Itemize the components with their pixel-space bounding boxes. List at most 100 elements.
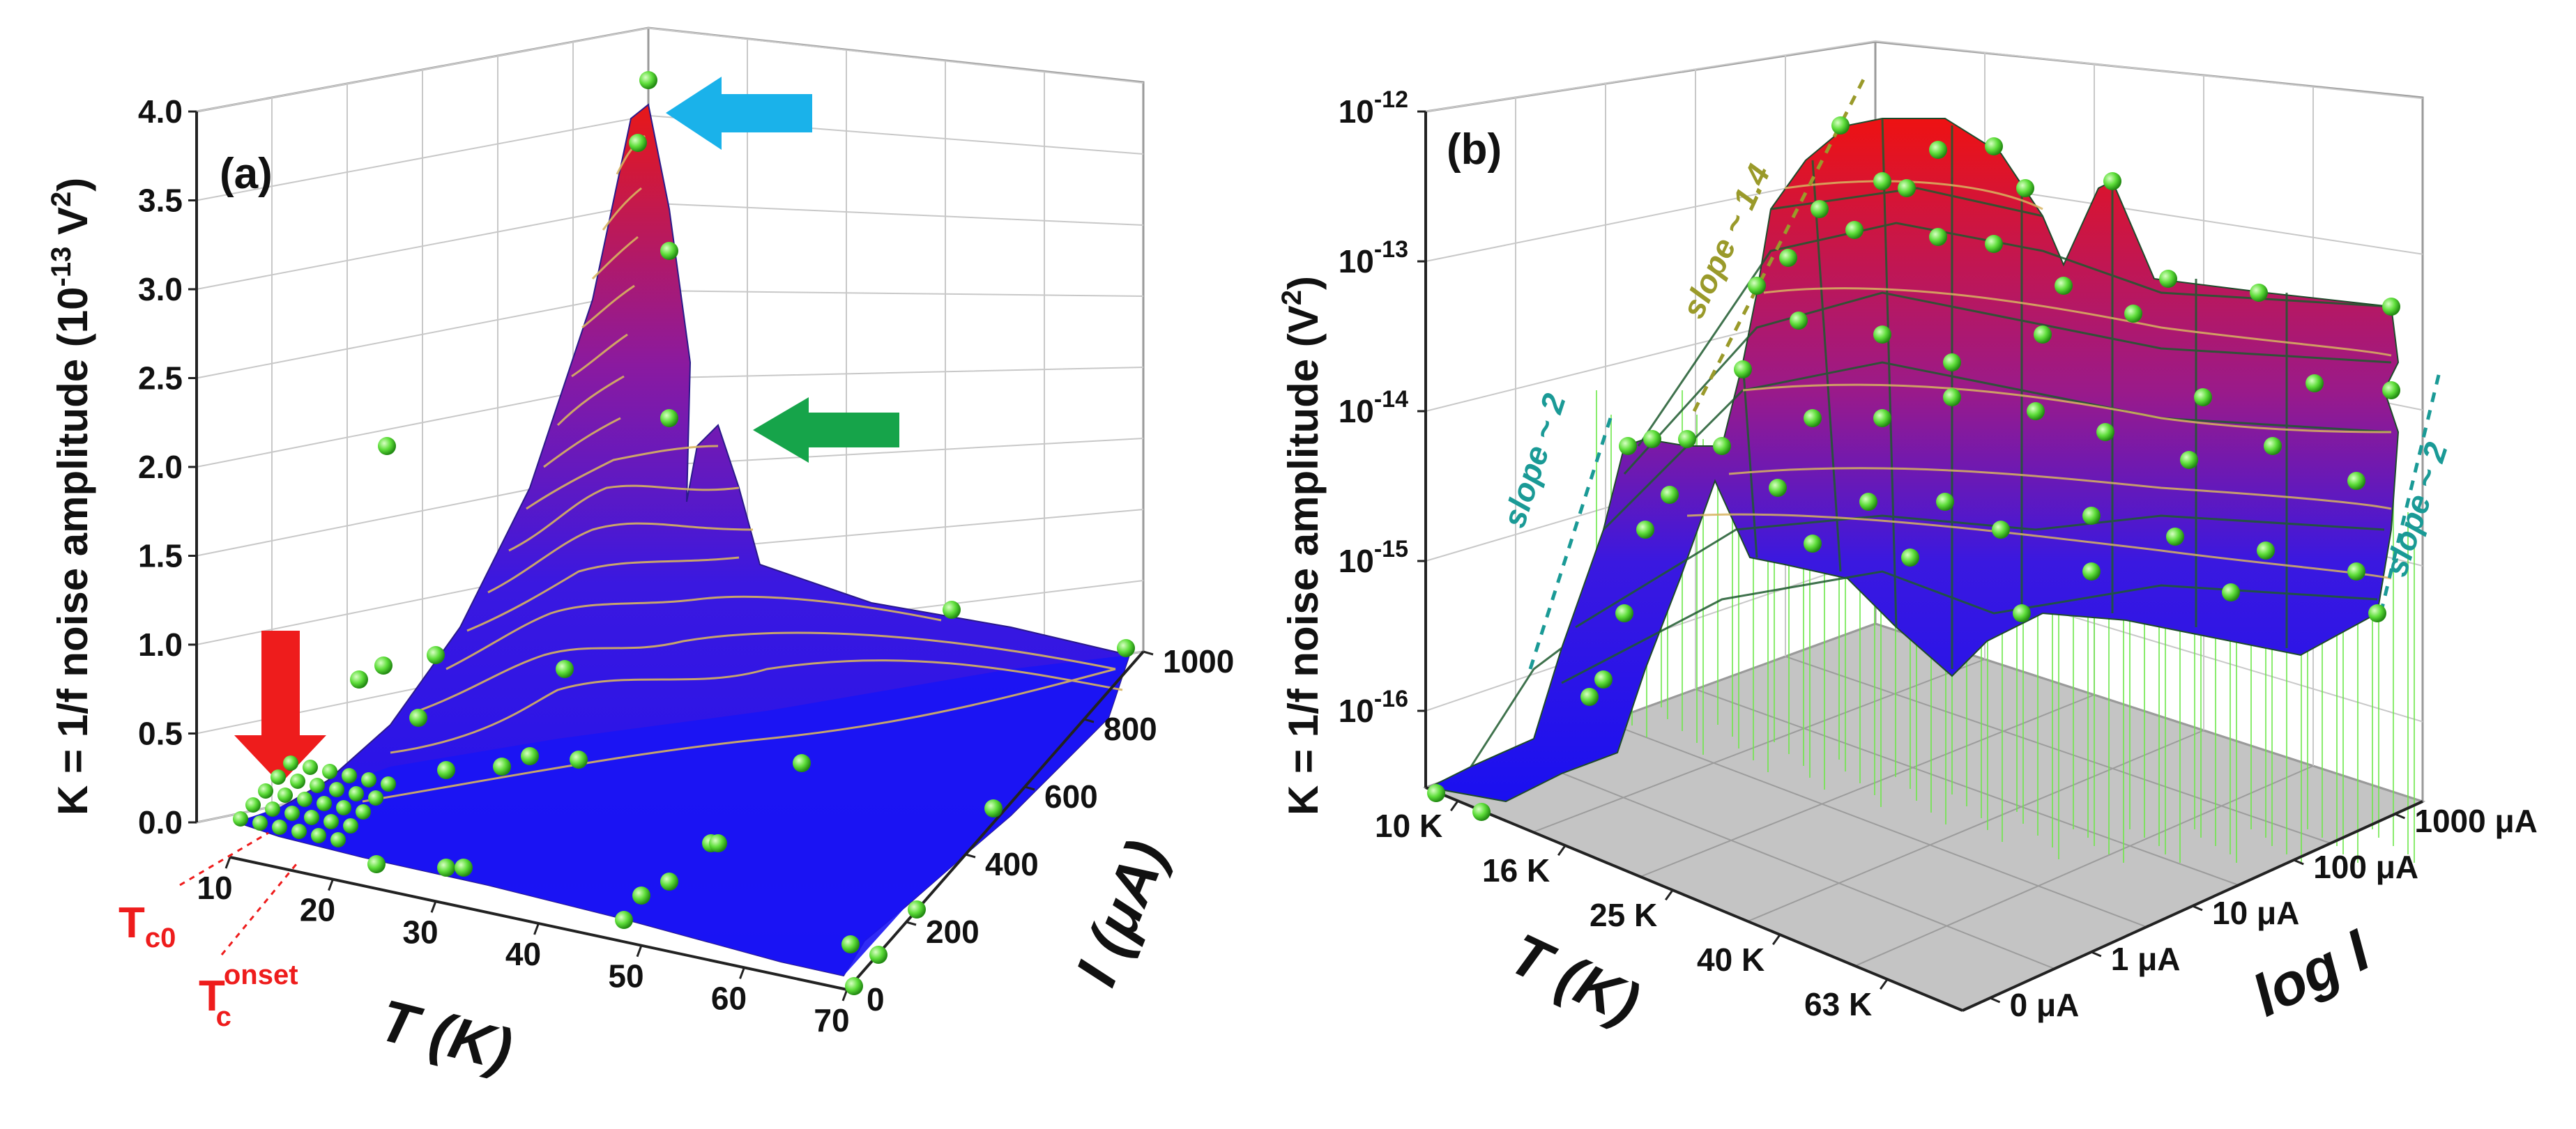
data-point	[323, 814, 339, 829]
data-point	[1769, 479, 1787, 497]
data-point	[437, 859, 455, 877]
data-point	[1594, 670, 1613, 689]
data-point	[265, 801, 280, 817]
data-point	[1943, 353, 1961, 371]
y-tick-label: 1 μA	[2111, 941, 2181, 977]
z-tick-label: 10-13	[1339, 236, 1408, 279]
x-tick-mark	[430, 900, 437, 913]
grid-line-z	[1425, 40, 2423, 112]
data-point	[245, 797, 261, 813]
floor-grid-line	[1640, 694, 2095, 877]
z-tick-label: 2.5	[138, 360, 183, 397]
data-point	[2194, 388, 2212, 406]
x-tick-mark	[636, 945, 643, 958]
data-point	[317, 796, 332, 811]
z-tick-label: 10-14	[1339, 386, 1408, 429]
data-point	[349, 786, 364, 801]
data-point	[2082, 507, 2101, 525]
data-point	[1790, 312, 1808, 330]
x-tick-label: 10 K	[1375, 808, 1442, 844]
data-point	[660, 873, 678, 891]
x-tick-mark	[1771, 934, 1781, 946]
y-tick-label: 0 μA	[2010, 987, 2080, 1023]
grid-line-z	[196, 27, 1144, 112]
data-point	[2222, 583, 2240, 601]
data-point	[437, 761, 455, 779]
x-tick-mark	[1664, 889, 1674, 901]
data-point	[1985, 235, 2003, 253]
data-point	[283, 755, 298, 771]
data-point	[2264, 437, 2282, 455]
floor-grid-line	[1747, 730, 2204, 922]
y-tick-mark	[2091, 951, 2102, 958]
data-point	[660, 409, 678, 427]
z-tick-label: 0.5	[138, 716, 183, 752]
data-point	[1734, 360, 1752, 378]
data-point	[639, 71, 657, 89]
data-point	[1643, 430, 1661, 448]
y-tick-mark	[2293, 859, 2304, 866]
panel-b-x-ticks: 10 K 16 K 25 K 40 K 63 K	[1375, 800, 1889, 1022]
data-point	[304, 810, 319, 825]
data-point	[1985, 137, 2003, 155]
x-tick-label: 40 K	[1697, 942, 1765, 978]
data-point	[322, 764, 337, 779]
data-point	[1713, 437, 1731, 455]
data-point	[368, 790, 383, 806]
x-tick-label: 30	[402, 914, 438, 950]
data-point	[330, 832, 346, 847]
y-tick-label: 1000 μA	[2414, 803, 2537, 839]
floor-grid-line	[1515, 754, 2055, 969]
data-point	[381, 776, 396, 792]
z-tick-label: 10-15	[1339, 536, 1408, 579]
data-point	[1901, 548, 1919, 567]
data-point	[290, 774, 305, 789]
data-point	[2368, 604, 2386, 622]
y-tick-mark	[965, 853, 976, 859]
data-point	[252, 815, 268, 831]
panel-b-y-ticks: 0 μA 1 μA 10 μA 100 μA 1000 μA	[1990, 803, 2538, 1023]
y-tick-mark	[906, 921, 917, 926]
y-tick-label: 100 μA	[2313, 849, 2418, 885]
panel-a-data-points	[233, 71, 1135, 995]
data-point	[793, 754, 811, 772]
data-point	[1873, 172, 1891, 190]
z-tick-label: 10-16	[1339, 686, 1408, 729]
z-tick-label: 1.0	[138, 627, 183, 663]
data-point	[493, 758, 511, 776]
panel-b-contours	[1686, 180, 2392, 580]
data-point	[1943, 388, 1961, 406]
data-point	[2257, 542, 2275, 560]
data-point	[258, 783, 273, 799]
data-point	[367, 855, 386, 873]
data-point	[297, 792, 312, 807]
data-point	[1831, 116, 1850, 135]
data-point	[427, 646, 445, 664]
data-point	[2082, 562, 2101, 581]
blue-arrow	[666, 77, 812, 150]
data-point	[1929, 228, 1947, 246]
panel-a-y-axis	[846, 650, 1145, 991]
data-point	[2166, 528, 2184, 546]
data-point	[1117, 639, 1135, 657]
data-point	[1580, 688, 1599, 706]
panel-a-y-label: I (μA)	[1063, 831, 1180, 994]
data-point	[2124, 305, 2142, 323]
data-point	[632, 886, 650, 905]
y-tick-label: 800	[1104, 711, 1157, 747]
y-tick-label: 600	[1044, 778, 1098, 815]
x-tick-label: 16 K	[1482, 852, 1550, 889]
panel-a-x-label: T (K)	[374, 987, 519, 1082]
data-point	[1427, 784, 1445, 802]
data-point	[361, 772, 376, 788]
x-tick-mark	[1449, 800, 1459, 812]
data-point	[272, 820, 287, 835]
data-point	[2347, 472, 2365, 490]
y-tick-label: 200	[926, 914, 980, 950]
data-point	[2016, 179, 2034, 197]
data-point	[1859, 493, 1877, 511]
data-point	[908, 900, 926, 919]
data-point	[1678, 430, 1696, 448]
